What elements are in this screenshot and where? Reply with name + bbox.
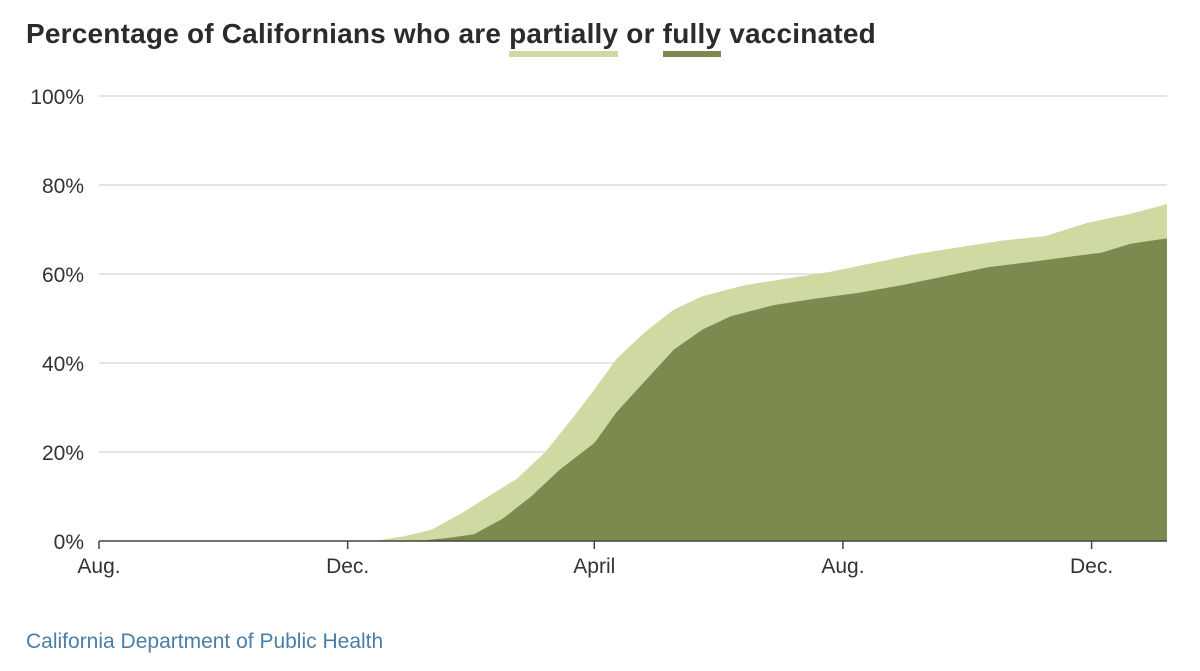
title-text-middle: or: [618, 18, 663, 49]
area-chart: Aug. Dec. April Aug. Dec. 0% 20% 40% 60% 80% 100%: [30, 86, 1167, 578]
x-tick-label: April: [573, 555, 615, 578]
x-tick-label: Dec.: [1070, 555, 1113, 578]
legend-fully: fully: [662, 18, 722, 57]
y-axis-labels: 0% 20% 40% 60% 80% 100%: [30, 86, 84, 554]
x-tick-label: Aug.: [821, 555, 864, 578]
area-fully: [417, 238, 1167, 541]
x-axis: Aug. Dec. April Aug. Dec.: [77, 540, 1167, 578]
x-tick-label: Dec.: [326, 555, 369, 578]
y-tick-label: 60%: [42, 264, 84, 287]
chart-title: Percentage of Californians who are parti…: [26, 18, 876, 57]
y-tick-label: 40%: [42, 353, 84, 376]
title-text-start: Percentage of Californians who are: [26, 18, 510, 49]
y-tick-label: 0%: [54, 531, 84, 554]
title-text-end: vaccinated: [721, 18, 876, 49]
y-tick-label: 20%: [42, 442, 84, 465]
legend-partially: partially: [509, 18, 619, 57]
y-tick-label: 80%: [42, 175, 84, 198]
area-series-layer: [374, 204, 1167, 541]
y-tick-label: 100%: [30, 86, 84, 109]
x-tick-label: Aug.: [77, 555, 120, 578]
source-credit: California Department of Public Health: [26, 630, 384, 653]
